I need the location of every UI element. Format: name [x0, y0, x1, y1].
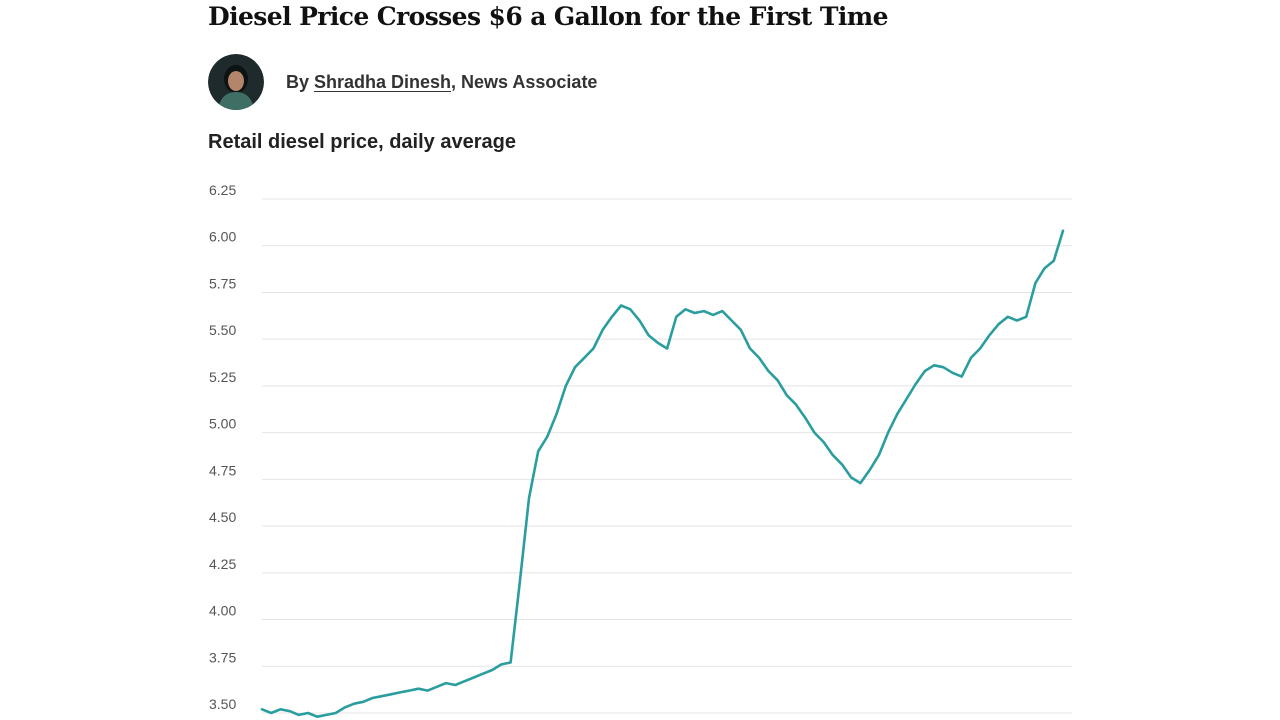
y-tick-label: 5.75 — [209, 275, 236, 291]
author-role: , News Associate — [451, 71, 598, 92]
byline-text: By Shradha Dinesh, News Associate — [286, 72, 597, 93]
y-tick-label: 4.25 — [209, 556, 236, 572]
y-tick-label: 5.50 — [209, 322, 236, 338]
byline: By Shradha Dinesh, News Associate — [208, 54, 597, 110]
y-tick-label: 4.00 — [209, 603, 236, 619]
y-tick-label: 6.00 — [209, 229, 236, 245]
author-avatar[interactable] — [208, 54, 264, 110]
person-avatar-icon — [208, 54, 264, 110]
series-line-0 — [260, 229, 1065, 719]
chart-title: Retail diesel price, daily average — [208, 131, 516, 153]
article-headline: Diesel Price Crosses $6 a Gallon for the… — [208, 2, 888, 31]
y-tick-label: 5.00 — [209, 416, 236, 432]
author-link[interactable]: Shradha Dinesh — [314, 71, 452, 92]
y-tick-label: 6.25 — [209, 182, 236, 198]
y-tick-label: 3.50 — [209, 696, 236, 712]
y-tick-label: 4.50 — [209, 509, 236, 525]
y-tick-label: 3.75 — [209, 649, 236, 665]
y-tick-label: 4.75 — [209, 462, 236, 478]
byline-prefix: By — [286, 71, 315, 92]
y-tick-label: 5.25 — [209, 369, 236, 385]
